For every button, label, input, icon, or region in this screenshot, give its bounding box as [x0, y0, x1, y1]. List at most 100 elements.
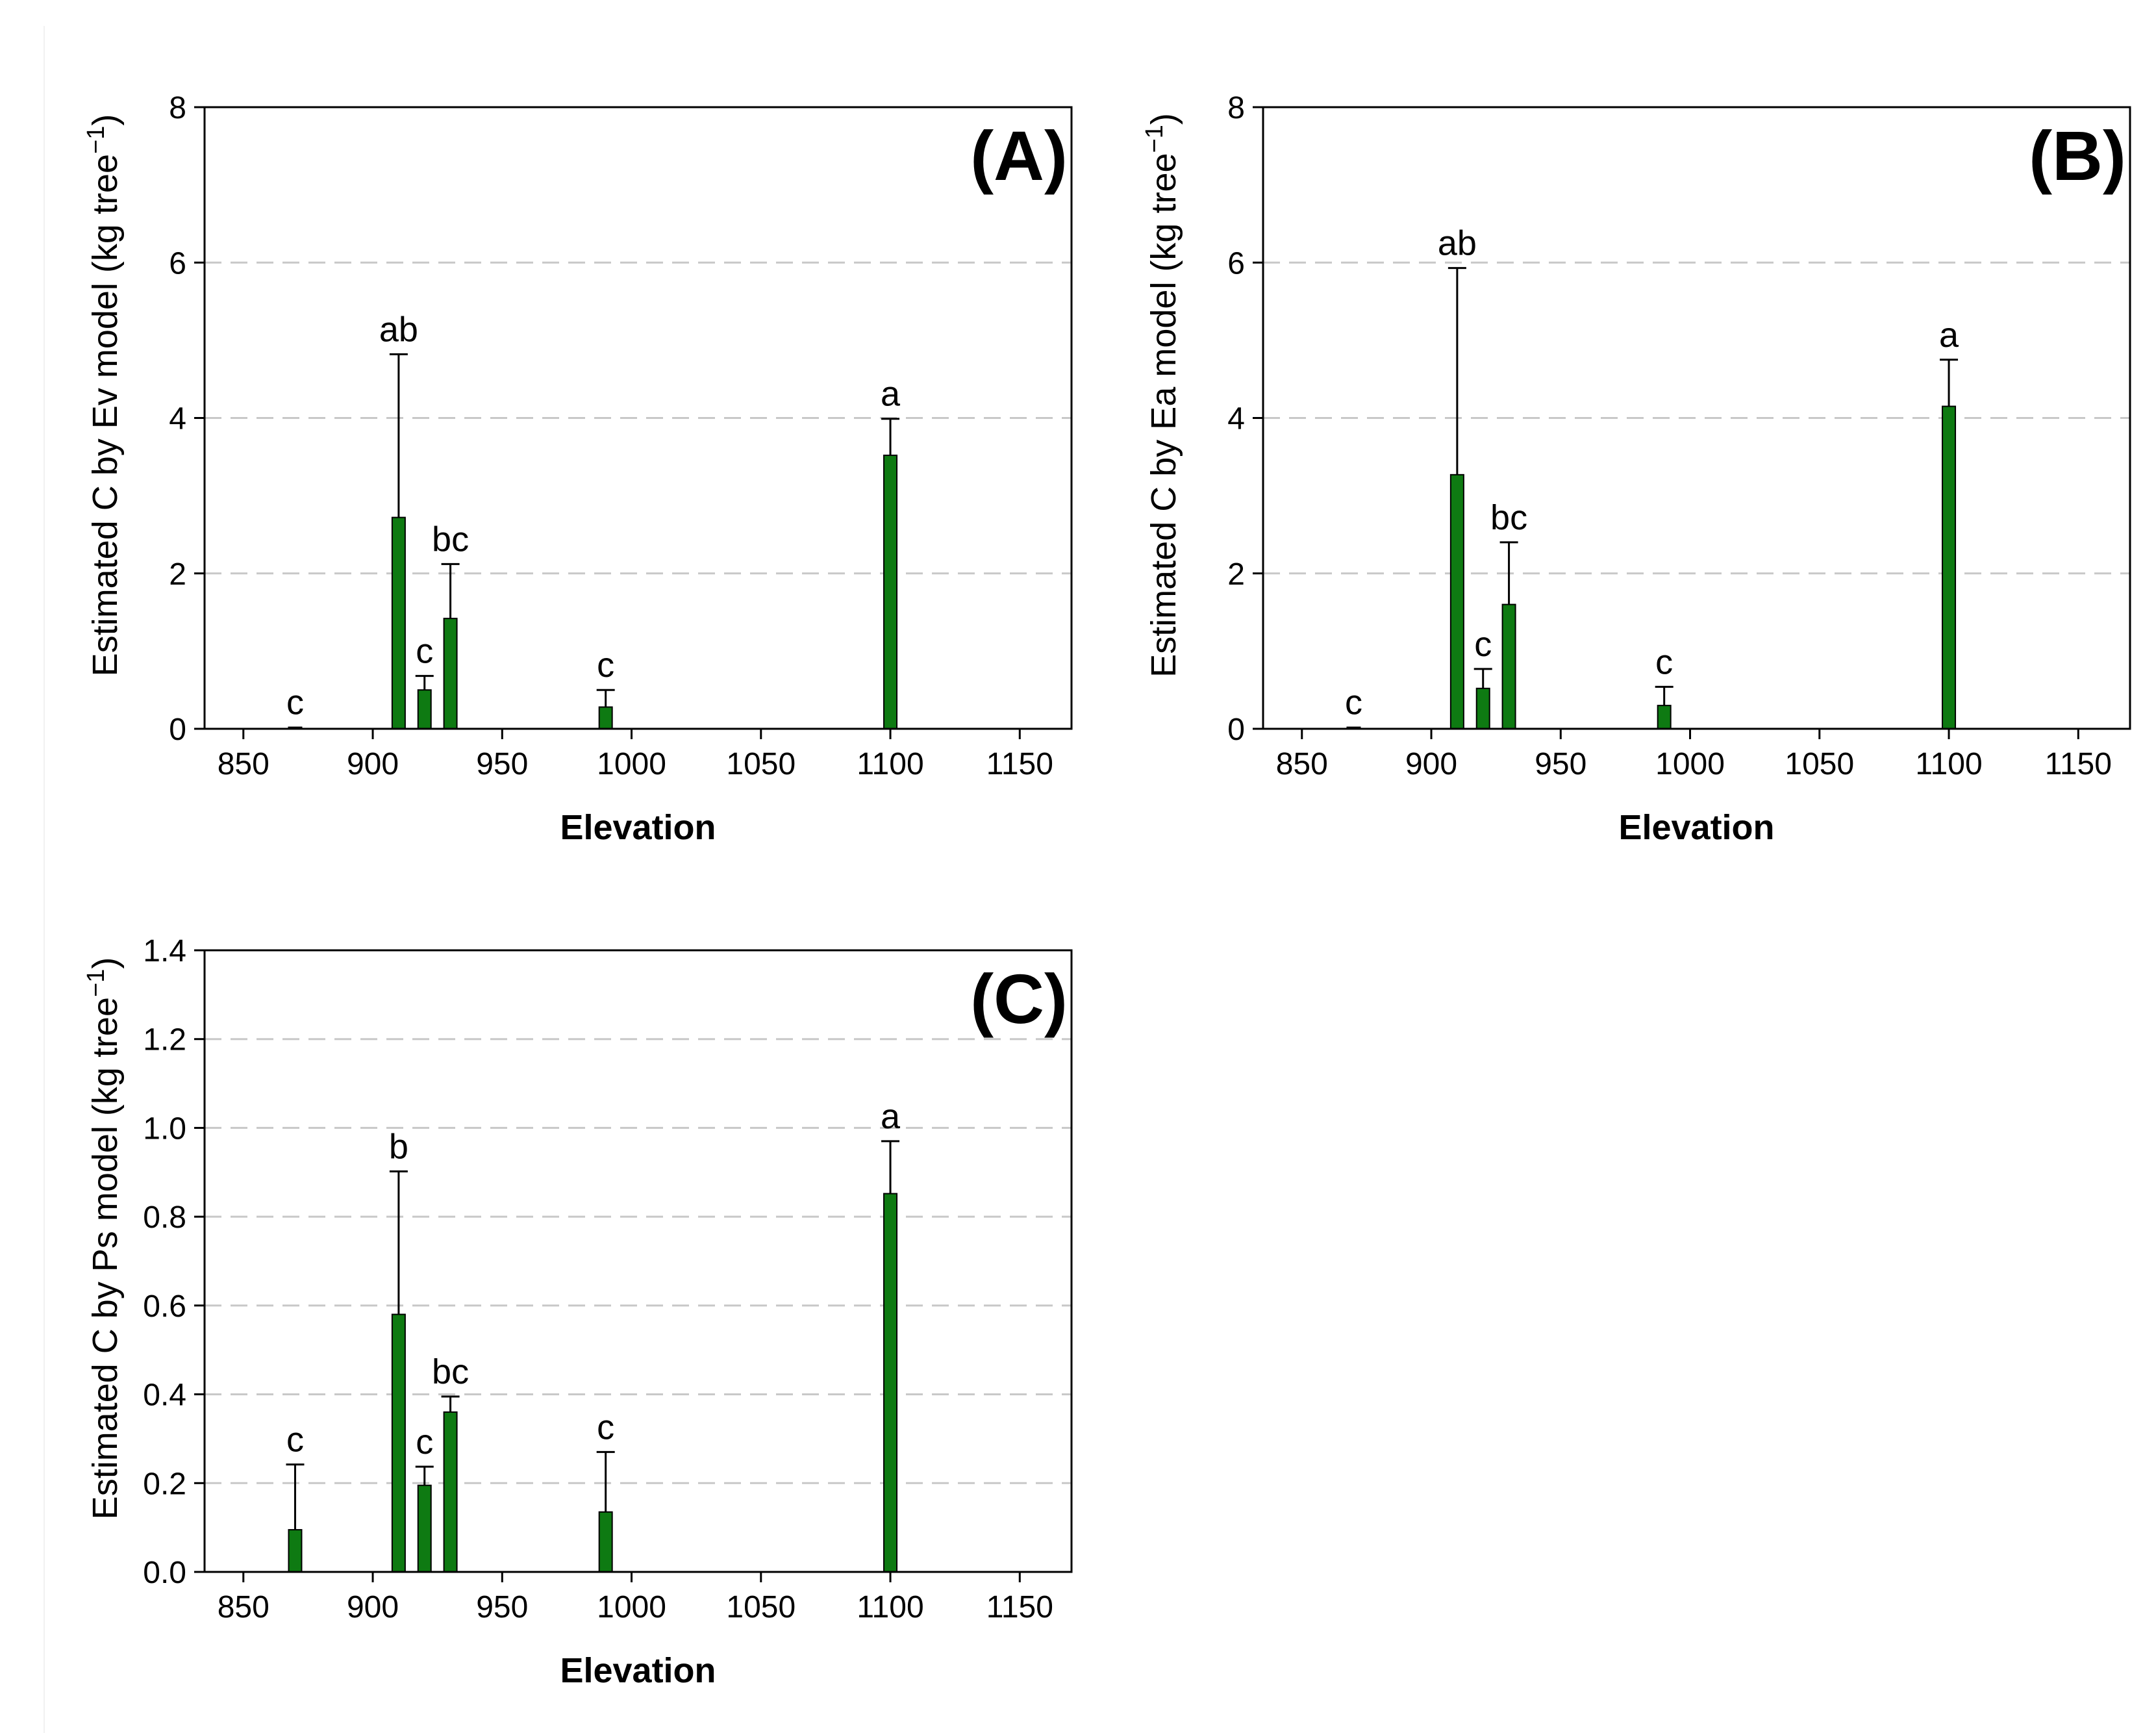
panel-a-significance-letter: c	[416, 632, 433, 671]
panel-c-bar	[443, 1411, 458, 1573]
panel-b-y-ticks: 0 2 4 6 8	[1227, 91, 1263, 747]
panel-a-y-ticks: 0 2 4 6 8	[169, 91, 205, 747]
panel-b-gridlines	[1263, 261, 2130, 575]
panel-b-y-axis-title: Estimated C by Ea model (kg tree−1)	[1141, 113, 1183, 677]
panel-a-y-tick-label: 6	[169, 246, 186, 281]
panel-b-significance-letter: c	[1345, 683, 1362, 722]
panel-c-significance-letter: bc	[432, 1352, 469, 1391]
panel-a-significance-letter: c	[597, 646, 614, 685]
panel-c-y-axis-title-exponent: −1	[82, 969, 110, 997]
panel-a-x-tick-label: 1150	[986, 747, 1053, 781]
panel-b-x-tick-label: 900	[1405, 747, 1457, 781]
panel-a-bar	[443, 618, 458, 729]
panel-c-bar	[598, 1511, 613, 1573]
panel-a-y-axis-title-main: Estimated C by Ev model (kg tree	[86, 154, 125, 676]
panel-b-y-tick-label: 6	[1227, 246, 1245, 281]
panel-b-bar	[1501, 603, 1516, 729]
panel-a-bar	[598, 706, 613, 730]
panel-a-significance-letter: c	[286, 683, 304, 722]
panel-a-bar	[417, 689, 432, 729]
panel-c-x-ticks: 850 900 950 1000 1050 1100 1150	[218, 1572, 1053, 1625]
panel-a-x-tick-label: 1100	[857, 747, 923, 781]
panel-b-bar	[1657, 705, 1672, 730]
panel-b-bar	[1942, 405, 1957, 730]
panel-b-significance-letter: bc	[1490, 498, 1527, 537]
panel-c-y-tick-label: 0.0	[143, 1556, 186, 1590]
panel-c-error-bars	[286, 1140, 900, 1530]
panel-b-x-tick-label: 950	[1535, 747, 1586, 781]
panel-c-x-tick-label: 900	[347, 1590, 399, 1625]
panel-b-label: (B)	[2029, 116, 2126, 195]
panel-a-letters: c ab c bc c a	[286, 310, 901, 722]
panel-b-x-ticks: 850 900 950 1000 1050 1100 1150	[1276, 729, 2112, 781]
panel-a-x-tick-label: 950	[476, 747, 528, 781]
panel-c-bar	[883, 1193, 898, 1573]
panel-b-y-tick-label: 0	[1227, 713, 1245, 747]
panel-a-label: (A)	[970, 116, 1068, 195]
panel-a-x-axis-title: Elevation	[560, 808, 716, 847]
panel-b-x-tick-label: 1000	[1655, 747, 1725, 781]
panel-b-y-axis-title-main: Estimated C by Ea model (kg tree	[1144, 153, 1183, 677]
panel-a-significance-letter: a	[881, 375, 901, 414]
panel-c-y-tick-label: 1.0	[143, 1111, 186, 1146]
panel-c-significance-letter: c	[286, 1421, 304, 1460]
panel-a-x-tick-label: 900	[347, 747, 399, 781]
panel-b-y-axis-title-exponent: −1	[1141, 125, 1168, 153]
panel-a-bar	[391, 516, 406, 729]
panel-a-y-tick-label: 4	[169, 402, 186, 436]
panel-b-y-tick-label: 4	[1227, 402, 1245, 436]
panel-a-x-tick-label: 1000	[597, 747, 666, 781]
panel-c-y-ticks: 0.0 0.2 0.4 0.6 0.8 1.0 1.2 1.4	[143, 934, 205, 1590]
panel-c-label: (C)	[970, 959, 1068, 1038]
panel-b-x-tick-label: 1100	[1915, 747, 1982, 781]
panel-a-significance-letter: ab	[379, 310, 418, 349]
panel-c-x-tick-label: 1050	[726, 1590, 796, 1625]
panel-b-error-bars	[1448, 267, 1959, 706]
panel-c-y-axis-title-close: )	[86, 957, 125, 969]
panel-c-x-tick-label: 950	[476, 1590, 528, 1625]
panel-a-y-axis-title-exponent: −1	[82, 126, 110, 154]
panel-a-error-bars	[389, 353, 900, 707]
panel-c-x-tick-label: 1000	[597, 1590, 666, 1625]
panel-c-bar	[391, 1313, 406, 1573]
panel-c-x-tick-label: 850	[218, 1590, 270, 1625]
panel-a-y-tick-label: 0	[169, 713, 186, 747]
panel-b-bars	[1346, 405, 1957, 730]
panel-a-y-tick-label: 8	[169, 91, 186, 125]
panel-a-x-tick-label: 850	[218, 747, 270, 781]
panel-a-x-ticks: 850 900 950 1000 1050 1100 1150	[218, 729, 1053, 781]
panel-b-significance-letter: c	[1655, 642, 1673, 681]
panel-c-gridlines	[205, 1038, 1072, 1484]
panel-b-x-tick-label: 850	[1276, 747, 1328, 781]
panel-b: c ab c bc c a 0 2 4 6 8 850 900 950 1000 1050 1100 1150…	[1141, 91, 2131, 847]
panel-a-x-tick-label: 1050	[726, 747, 796, 781]
panel-c-significance-letter: a	[881, 1097, 901, 1136]
panel-c-x-tick-label: 1100	[857, 1590, 923, 1625]
panel-c-y-tick-label: 1.2	[143, 1023, 186, 1057]
panel-c-y-axis-title-main: Estimated C by Ps model (kg tree	[86, 997, 125, 1519]
panel-c-y-tick-label: 0.2	[143, 1467, 186, 1501]
panel-c-y-tick-label: 0.8	[143, 1200, 186, 1235]
panel-c-y-tick-label: 0.6	[143, 1289, 186, 1324]
panel-a-y-axis-title: Estimated C by Ev model (kg tree−1)	[82, 114, 125, 677]
panel-b-significance-letter: a	[1939, 316, 1959, 355]
panel-b-y-axis-title-close: )	[1144, 113, 1183, 125]
panel-c-bar	[417, 1484, 432, 1573]
panel-c-x-axis-title: Elevation	[560, 1651, 716, 1690]
panel-b-y-tick-label: 2	[1227, 557, 1245, 592]
panel-a-significance-letter: bc	[432, 520, 469, 559]
panel-c-significance-letter: c	[416, 1423, 433, 1461]
panel-c-y-tick-label: 0.4	[143, 1378, 186, 1413]
panel-c-y-tick-label: 1.4	[143, 934, 186, 968]
panel-b-x-tick-label: 1150	[2045, 747, 2112, 781]
panel-c-significance-letter: c	[597, 1408, 614, 1447]
panel-a: c ab c bc c a 0 2 4 6 8 850 900 950 1000 1050 1100 1150…	[82, 91, 1073, 847]
panel-b-bar	[1449, 474, 1464, 729]
panel-b-significance-letter: ab	[1438, 224, 1477, 263]
panel-a-gridlines	[205, 261, 1072, 575]
panel-c-plot-frame	[203, 949, 1073, 1573]
panel-a-y-tick-label: 2	[169, 557, 186, 592]
